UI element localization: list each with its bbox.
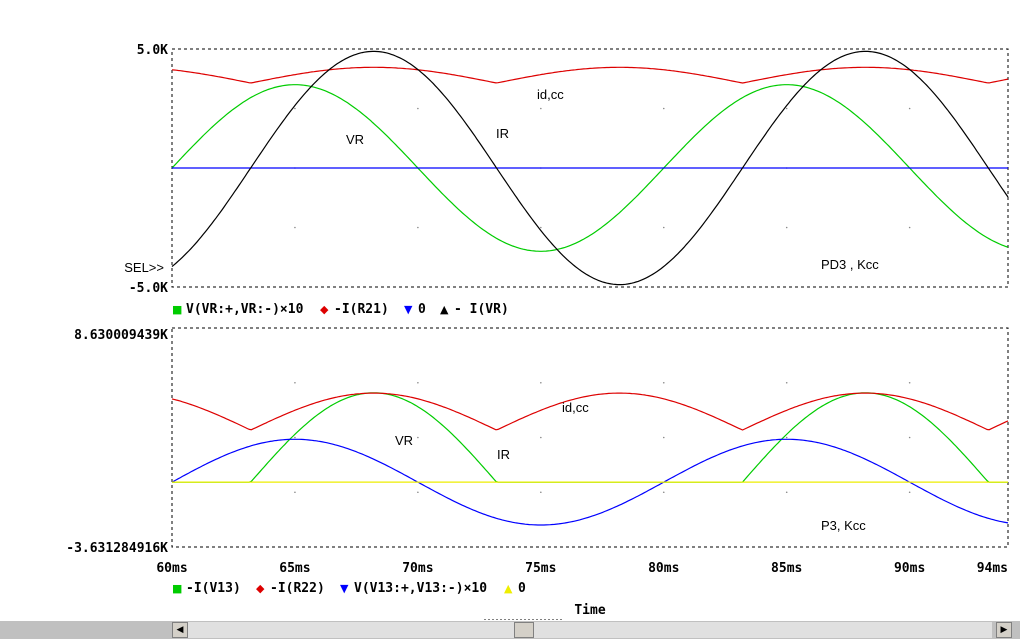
- grid-dot: [540, 436, 542, 439]
- grid-dot: [417, 107, 419, 110]
- upper-legend: ■ V(VR:+,VR:-)×10 ◆ -I(R21) ▼ 0 ▲ - I(VR): [172, 302, 509, 317]
- grid-dot: [540, 491, 542, 494]
- legend-entry-1[interactable]: -I(R21): [334, 302, 389, 317]
- grid-dot: [908, 226, 911, 229]
- grid-dot: [662, 226, 665, 229]
- scrollbar-thumb[interactable]: [514, 622, 534, 638]
- lower-plot-frame: [171, 327, 1009, 548]
- grid-dot: [294, 381, 296, 384]
- grid-dot: [417, 491, 419, 494]
- x-axis-ticks: 60ms 65ms 70ms 75ms 80ms 85ms 90ms 94ms: [156, 561, 1008, 576]
- series-line-1: [171, 66, 1009, 84]
- series-line-1: [171, 392, 1009, 431]
- sel-marker[interactable]: SEL>>: [124, 260, 164, 275]
- x-tick-label: 65ms: [279, 561, 310, 576]
- grid-dot: [294, 107, 296, 110]
- grid-dot: [908, 436, 911, 439]
- grid-dot: [294, 226, 296, 229]
- legend-marker-3: ▲: [504, 582, 513, 595]
- legend-entry-3[interactable]: - I(VR): [454, 302, 509, 317]
- legend-marker-2: ▼: [404, 303, 413, 316]
- grid-dot: [785, 491, 788, 494]
- x-tick-label: 85ms: [771, 561, 802, 576]
- lower-annotation-idcc: id,cc: [562, 400, 589, 415]
- grid-dot: [908, 381, 911, 384]
- legend-entry-3[interactable]: 0: [518, 581, 526, 596]
- grid-dot: [540, 226, 542, 229]
- legend-entry-2[interactable]: V(V13:+,V13:-)×10: [354, 581, 487, 596]
- series-line-2: [171, 438, 1009, 526]
- legend-marker-0: ■: [172, 303, 182, 316]
- x-tick-label: 90ms: [894, 561, 925, 576]
- grid-dot: [294, 436, 296, 439]
- horizontal-scrollbar[interactable]: ◀ ▶: [0, 620, 1020, 639]
- series-line-3: [171, 50, 1009, 286]
- grid-dot: [785, 107, 788, 110]
- upper-y-top-label: 5.0K: [137, 43, 168, 58]
- grid-dot: [417, 381, 419, 384]
- upper-y-bottom-label: -5.0K: [129, 281, 168, 296]
- grid-dot: [662, 107, 665, 110]
- grid-dot: [908, 491, 911, 494]
- lower-y-bottom-label: -3.631284916K: [66, 541, 168, 556]
- legend-marker-1: ◆: [320, 303, 329, 316]
- legend-entry-0[interactable]: -I(V13): [186, 581, 241, 596]
- upper-annotation-ir: IR: [496, 126, 509, 141]
- lower-legend: ■ -I(V13) ◆ -I(R22) ▼ V(V13:+,V13:-)×10 ▲ 0: [172, 581, 526, 596]
- lower-annotation-vr: VR: [395, 433, 413, 448]
- legend-marker-2: ▼: [340, 582, 349, 595]
- legend-entry-2[interactable]: 0: [418, 302, 426, 317]
- x-tick-label: 94ms: [977, 561, 1008, 576]
- legend-marker-1: ◆: [256, 582, 265, 595]
- legend-entry-1[interactable]: -I(R22): [270, 581, 325, 596]
- series-line-0: [172, 392, 1008, 483]
- scroll-right-button[interactable]: ▶: [996, 622, 1012, 638]
- x-tick-label: 60ms: [156, 561, 187, 576]
- upper-annotation-pd3: PD3 , Kcc: [821, 257, 879, 272]
- grid-dot: [908, 107, 911, 110]
- pspice-probe-plot: 5.0K -5.0K SEL>> id,cc VR IR PD3 , Kcc ■…: [66, 43, 1009, 618]
- lower-annotation-ir: IR: [497, 447, 510, 462]
- upper-plot: 5.0K -5.0K SEL>> id,cc VR IR PD3 , Kcc ■…: [124, 43, 1009, 317]
- legend-marker-3: ▲: [440, 303, 449, 316]
- grid-dot: [540, 107, 542, 110]
- x-tick-label: 80ms: [648, 561, 679, 576]
- upper-annotation-vr: VR: [346, 132, 364, 147]
- lower-plot: 8.630009439K -3.631284916K id,cc VR IR P…: [66, 327, 1009, 618]
- grid-dot: [785, 226, 788, 229]
- x-axis-label: Time: [574, 603, 605, 618]
- grid-dot: [785, 436, 788, 439]
- grid-dot: [662, 491, 665, 494]
- lower-annotation-p3: P3, Kcc: [821, 518, 866, 533]
- x-tick-label: 75ms: [525, 561, 556, 576]
- grid-dot: [662, 436, 665, 439]
- x-tick-label: 70ms: [402, 561, 433, 576]
- grid-dot: [785, 381, 788, 384]
- scroll-left-button[interactable]: ◀: [172, 622, 188, 638]
- grid-dot: [417, 436, 419, 439]
- grid-dot: [662, 381, 665, 384]
- legend-marker-0: ■: [172, 582, 182, 595]
- grid-dot: [294, 491, 296, 494]
- grid-dot: [540, 381, 542, 384]
- grid-dot: [417, 226, 419, 229]
- lower-y-top-label: 8.630009439K: [74, 328, 168, 343]
- upper-annotation-idcc: id,cc: [537, 87, 564, 102]
- legend-entry-0[interactable]: V(VR:+,VR:-)×10: [186, 302, 304, 317]
- scrollbar-track[interactable]: [188, 622, 992, 638]
